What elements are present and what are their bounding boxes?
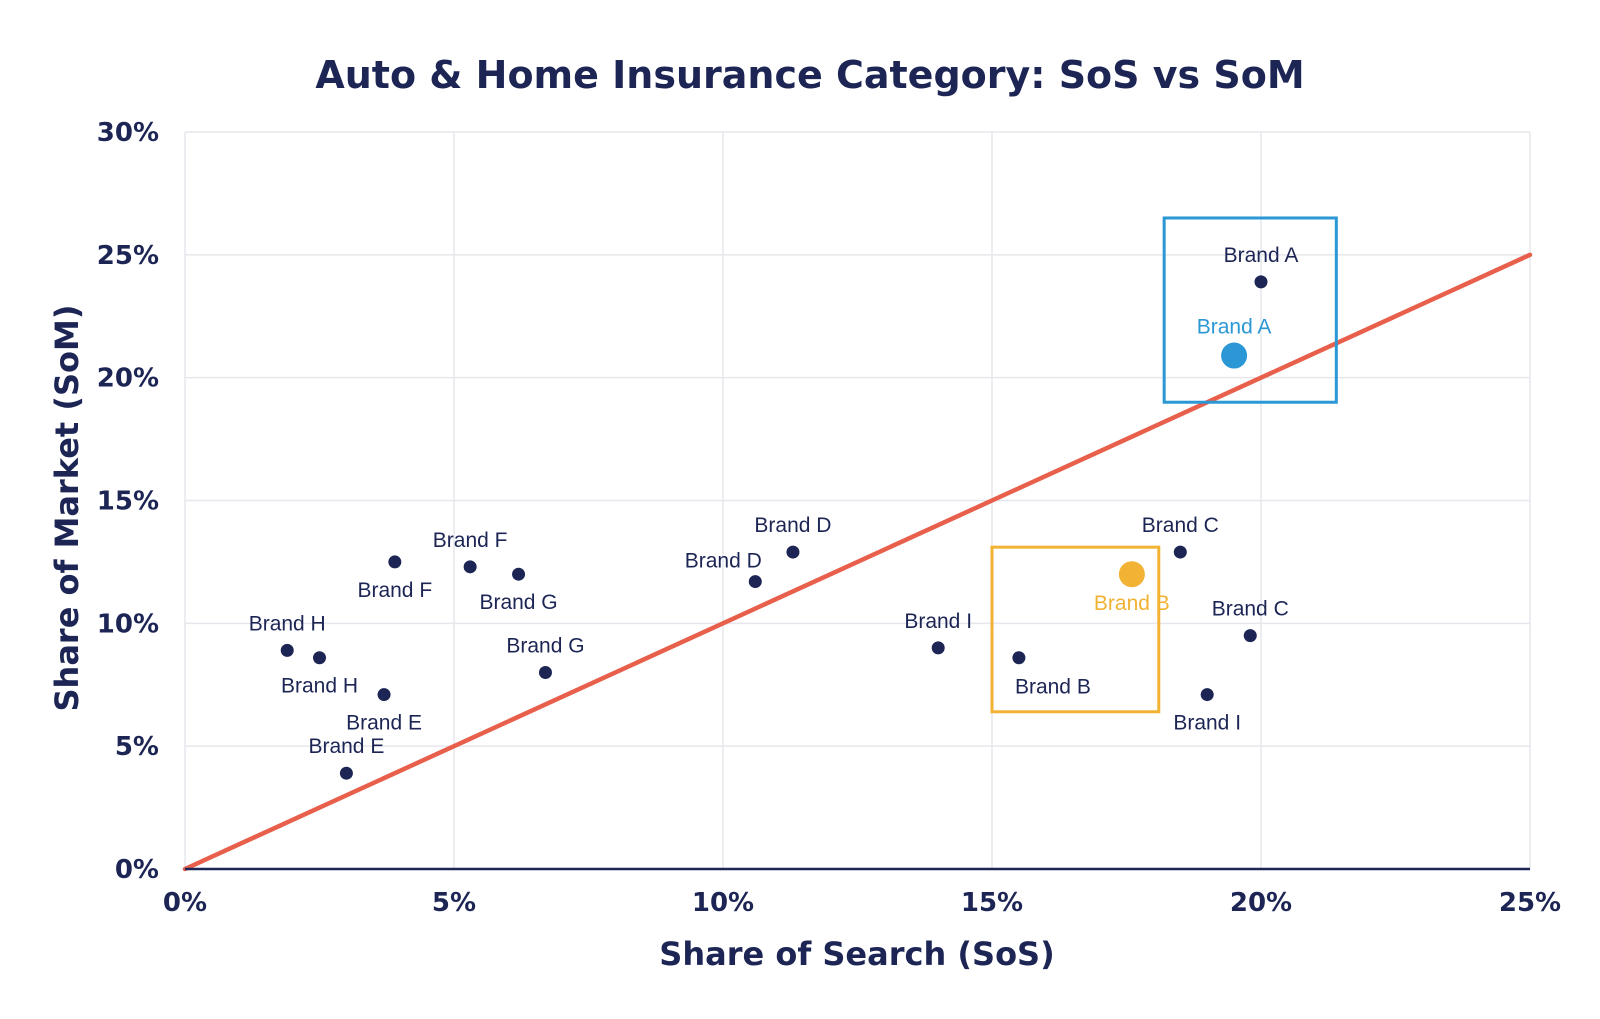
y-axis-title: Share of Market (SoM)	[48, 305, 86, 712]
data-point-label: Brand G	[506, 634, 584, 657]
y-axis: 0% 5% 10% 15% 20% 25% 30%	[97, 118, 159, 885]
data-point-label: Brand G	[479, 591, 557, 614]
data-points: Brand A Brand B Brand C Brand C Brand D Brand…	[249, 244, 1299, 780]
data-point	[388, 555, 402, 569]
data-point-label: Brand H	[249, 612, 326, 635]
y-tick-label: 15%	[97, 487, 159, 517]
y-tick-label: 30%	[97, 118, 159, 148]
data-point	[377, 688, 391, 702]
chart-title: Auto & Home Insurance Category: SoS vs S…	[315, 53, 1304, 97]
y-tick-label: 0%	[115, 855, 159, 885]
x-tick-label: 5%	[432, 888, 476, 918]
highlight-point	[1221, 342, 1248, 369]
x-axis-title: Share of Search (SoS)	[659, 935, 1054, 973]
data-point-label: Brand B	[1015, 676, 1091, 699]
data-point	[463, 560, 477, 574]
highlight-boxes	[990, 216, 1338, 714]
data-point	[1243, 629, 1257, 643]
data-point	[512, 567, 526, 581]
y-tick-label: 25%	[97, 241, 159, 271]
highlight-box	[990, 545, 1161, 714]
gridlines	[184, 131, 1531, 869]
data-point-label: Brand F	[433, 529, 508, 552]
data-point	[1012, 651, 1026, 665]
data-point	[1200, 688, 1214, 702]
y-tick-label: 10%	[97, 609, 159, 639]
data-point	[1254, 275, 1268, 289]
parity-line-group	[182, 252, 1533, 872]
data-point	[1173, 545, 1187, 559]
x-tick-label: 25%	[1499, 888, 1561, 918]
data-point	[538, 665, 552, 679]
data-point	[339, 766, 353, 780]
x-tick-label: 20%	[1230, 888, 1292, 918]
data-point-label: Brand I	[904, 610, 972, 633]
data-point-label: Brand E	[308, 735, 384, 758]
highlight-point	[1118, 561, 1145, 588]
data-point-label: Brand E	[346, 712, 422, 735]
highlight-point-label: Brand B	[1094, 592, 1170, 615]
data-point-label: Brand C	[1212, 598, 1289, 621]
y-tick-label: 5%	[115, 732, 159, 762]
data-point-label: Brand I	[1173, 712, 1241, 735]
y-tick-label: 20%	[97, 364, 159, 394]
x-axis: 0% 5% 10% 15% 20% 25%	[163, 867, 1561, 918]
data-point	[313, 651, 326, 665]
data-point-label: Brand H	[281, 675, 358, 698]
data-point	[786, 545, 800, 559]
data-point-label: Brand D	[685, 550, 762, 573]
data-point	[748, 575, 762, 589]
x-tick-label: 15%	[961, 888, 1023, 918]
x-tick-label: 10%	[692, 888, 754, 918]
data-point-label: Brand A	[1224, 244, 1299, 267]
parity-line	[182, 252, 1533, 872]
highlight-point-label: Brand A	[1197, 316, 1272, 339]
data-point	[931, 641, 945, 655]
data-point-label: Brand D	[754, 514, 831, 537]
highlight-box	[1162, 216, 1338, 404]
data-point	[280, 643, 294, 657]
data-point-label: Brand C	[1142, 514, 1219, 537]
data-point-label: Brand F	[357, 579, 432, 602]
x-tick-label: 0%	[163, 888, 207, 918]
